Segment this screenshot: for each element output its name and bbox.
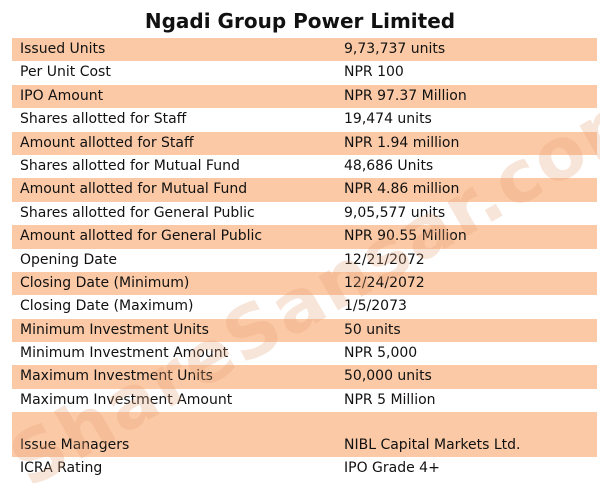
row-value: NPR 1.94 million <box>344 134 460 151</box>
row-label: Opening Date <box>20 251 117 268</box>
row-label: Maximum Investment Units <box>20 368 213 385</box>
page-title: Ngadi Group Power Limited <box>144 9 456 33</box>
row-label: Shares allotted for Mutual Fund <box>20 157 240 174</box>
row-value: 19,474 units <box>344 111 432 128</box>
row-label: Amount allotted for Mutual Fund <box>20 181 248 198</box>
table-row: Closing Date (Maximum) 1/5/2073 <box>12 295 597 318</box>
row-label: Minimum Investment Amount <box>20 345 229 362</box>
row-label: Issue Managers <box>20 437 130 454</box>
row-value: NPR 97.37 Million <box>344 87 467 104</box>
row-label: Maximum Investment Amount <box>20 391 233 408</box>
table-row: Amount allotted for General Public NPR 9… <box>12 225 597 249</box>
row-label: Shares allotted for General Public <box>20 204 255 221</box>
row-value: IPO Grade 4+ <box>344 459 440 476</box>
table-row: Shares allotted for Mutual Fund 48,686 U… <box>12 155 597 178</box>
row-value: 12/24/2072 <box>344 274 425 291</box>
table-spacer-row <box>12 412 597 435</box>
row-label: Closing Date (Maximum) <box>20 298 194 315</box>
row-value: 50,000 units <box>344 368 432 385</box>
row-value: 9,73,737 units <box>344 41 446 57</box>
row-label: Amount allotted for General Public <box>20 228 263 245</box>
table-row: Maximum Investment Amount NPR 5 Million <box>12 389 597 412</box>
row-label: Issued Units <box>20 41 106 57</box>
table-row: Minimum Investment Units 50 units <box>12 318 597 343</box>
table-row: Amount allotted for Mutual Fund NPR 4.86… <box>12 178 597 202</box>
row-value: NPR 90.55 Million <box>344 228 467 245</box>
table-row: Amount allotted for Staff NPR 1.94 milli… <box>12 131 597 155</box>
table-row: Maximum Investment Units 50,000 units <box>12 365 597 389</box>
row-value: 48,686 Units <box>344 157 434 174</box>
table-row: IPO Amount NPR 97.37 Million <box>12 84 597 109</box>
table-row: Opening Date 12/21/2072 <box>12 249 597 272</box>
row-label: Shares allotted for Staff <box>20 111 187 128</box>
row-value: NPR 100 <box>344 64 404 81</box>
row-label: Per Unit Cost <box>20 64 111 81</box>
row-value: NIBL Capital Markets Ltd. <box>344 437 521 454</box>
row-value: 50 units <box>344 321 401 338</box>
row-value: NPR 5,000 <box>344 345 418 362</box>
table-row: Shares allotted for Staff 19,474 units <box>12 108 597 131</box>
table-row: Closing Date (Minimum) 12/24/2072 <box>12 271 597 296</box>
row-value: 1/5/2073 <box>344 298 407 315</box>
row-label: Minimum Investment Units <box>20 321 209 338</box>
row-label: IPO Amount <box>20 87 104 104</box>
table-row: Issued Units 9,73,737 units <box>12 38 597 62</box>
table-row: Shares allotted for General Public 9,05,… <box>12 202 597 225</box>
row-label: Amount allotted for Staff <box>20 134 194 151</box>
table-row: ICRA Rating IPO Grade 4+ <box>12 457 597 479</box>
table-row: Per Unit Cost NPR 100 <box>12 61 597 84</box>
row-label: Closing Date (Minimum) <box>20 274 190 291</box>
row-label: ICRA Rating <box>20 459 103 476</box>
row-value: 9,05,577 units <box>344 204 446 221</box>
row-value: 12/21/2072 <box>344 251 425 268</box>
table-row: Minimum Investment Amount NPR 5,000 <box>12 342 597 365</box>
table-row: Issue Managers NIBL Capital Markets Ltd. <box>12 434 597 457</box>
ipo-details-table: Issued Units 9,73,737 units Per Unit Cos… <box>12 38 597 479</box>
row-value: NPR 4.86 million <box>344 181 460 198</box>
row-value: NPR 5 Million <box>344 391 436 408</box>
